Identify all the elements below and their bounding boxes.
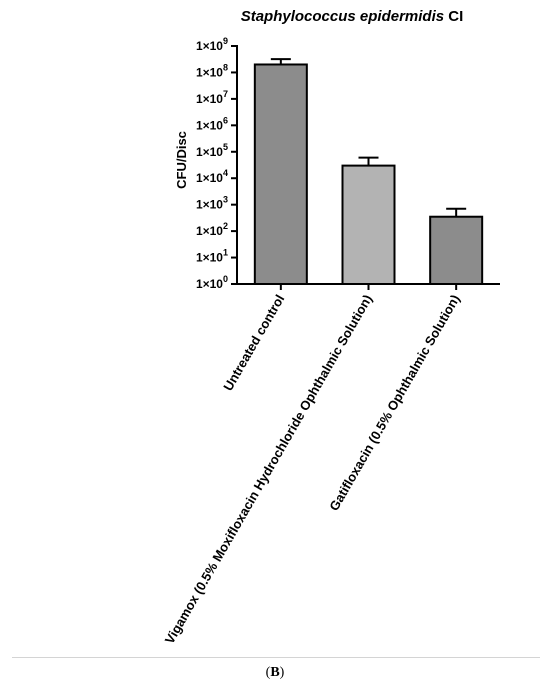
y-tick-exponent: 9	[223, 36, 228, 46]
bars	[253, 58, 484, 286]
y-tick-exponent: 3	[223, 195, 228, 205]
bar	[429, 215, 484, 286]
chart-title-suffix: CI	[444, 8, 463, 25]
y-tick-base: 1×10	[196, 92, 223, 106]
bar	[253, 63, 308, 285]
axes	[236, 45, 500, 290]
chart-title: Staphylococcus epidermidis CI	[241, 8, 464, 25]
y-tick-label: 1×107	[196, 89, 228, 106]
bar	[341, 164, 396, 285]
y-tick-base: 1×10	[196, 171, 223, 185]
x-tick-label: Vigamox (0.5% Moxifloxacin Hydrochloride…	[162, 292, 375, 646]
y-ticks: 1×1001×1011×1021×1031×1041×1051×1061×107…	[196, 36, 237, 291]
y-tick-label: 1×101	[196, 248, 228, 265]
y-tick-base: 1×10	[196, 118, 223, 132]
y-tick-base: 1×10	[196, 65, 223, 79]
y-tick-exponent: 2	[223, 221, 228, 231]
y-tick-label: 1×103	[196, 195, 228, 212]
y-tick-label: 1×100	[196, 274, 228, 291]
y-tick-base: 1×10	[196, 224, 223, 238]
y-tick-base: 1×10	[196, 39, 223, 53]
y-axis-label: CFU/Disc	[174, 131, 189, 189]
y-tick-label: 1×109	[196, 36, 228, 53]
y-tick-exponent: 1	[223, 248, 228, 258]
y-tick-exponent: 0	[223, 274, 228, 284]
y-tick-exponent: 5	[223, 142, 228, 152]
footer-divider	[12, 657, 540, 658]
y-tick-base: 1×10	[196, 198, 223, 212]
x-tick-label: Untreated control	[220, 292, 287, 393]
y-tick-base: 1×10	[196, 277, 223, 291]
y-tick-base: 1×10	[196, 145, 223, 159]
chart-title-italic: Staphylococcus epidermidis	[241, 8, 444, 25]
y-tick-base: 1×10	[196, 251, 223, 265]
y-tick-label: 1×104	[196, 168, 228, 185]
y-tick-exponent: 8	[223, 62, 228, 72]
y-tick-label: 1×106	[196, 115, 228, 132]
y-tick-label: 1×102	[196, 221, 228, 238]
y-tick-label: 1×105	[196, 142, 228, 159]
panel-label-letter: B	[270, 665, 280, 680]
y-tick-exponent: 4	[223, 168, 228, 178]
y-tick-exponent: 7	[223, 89, 228, 99]
y-tick-exponent: 6	[223, 115, 228, 125]
y-tick-label: 1×108	[196, 62, 228, 79]
panel-label: (B)	[265, 665, 285, 680]
